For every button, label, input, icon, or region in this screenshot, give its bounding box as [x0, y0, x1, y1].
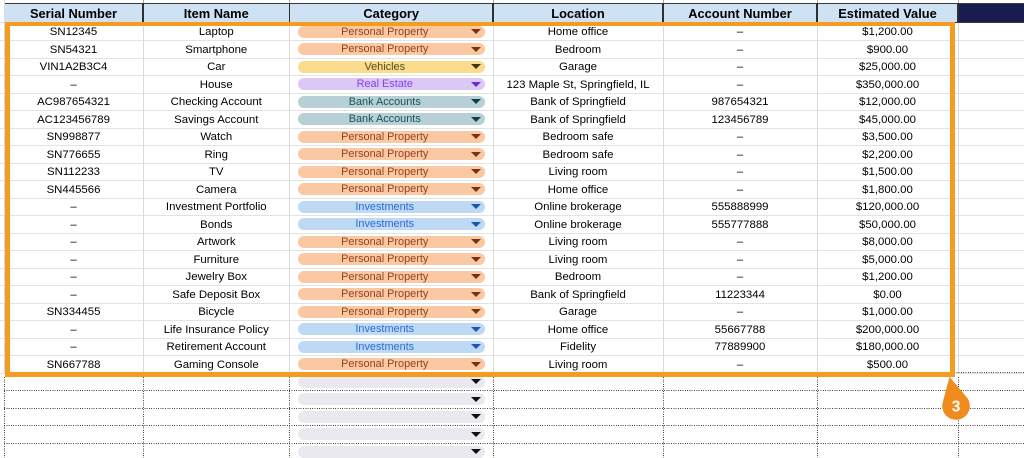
svg-text:3: 3: [952, 398, 961, 415]
